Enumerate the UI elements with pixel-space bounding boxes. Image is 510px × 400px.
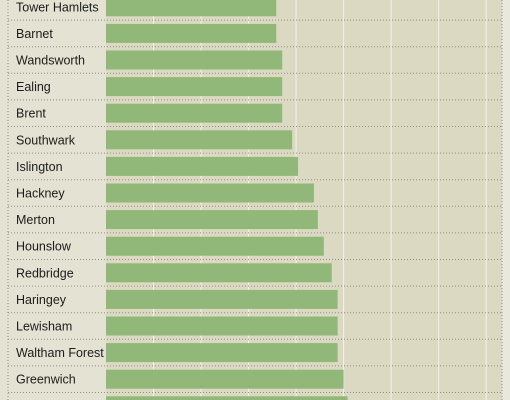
category-label: Ealing (16, 80, 51, 94)
row-separators (7, 0, 503, 400)
category-labels: Tower Hamlets Barnet Wandsworth Ealing Brent… (16, 0, 104, 386)
bar (106, 343, 338, 363)
category-label: Tower Hamlets (16, 0, 99, 14)
bar (106, 289, 338, 309)
category-label: Southwark (16, 133, 76, 147)
bar (106, 263, 332, 283)
category-label: Islington (16, 160, 63, 174)
bar (106, 77, 283, 97)
bar (106, 316, 338, 336)
bar (106, 130, 293, 150)
bar (106, 23, 277, 43)
category-label: Greenwich (16, 373, 76, 387)
category-label: Waltham Forest (16, 346, 104, 360)
category-label: Haringey (16, 293, 67, 307)
category-label: Wandsworth (16, 54, 85, 68)
bar (106, 183, 314, 203)
category-label: Merton (16, 213, 55, 227)
bar (106, 396, 348, 400)
category-label: Redbridge (16, 266, 74, 280)
category-label: Barnet (16, 27, 53, 41)
bar (106, 0, 277, 17)
bar (106, 103, 283, 123)
bar (106, 210, 318, 230)
bars (106, 0, 348, 400)
category-label: Hounslow (16, 240, 72, 254)
bar (106, 236, 324, 256)
category-label: Brent (16, 107, 46, 121)
category-label: Hackney (16, 187, 65, 201)
label-panel (0, 0, 106, 400)
category-label: Lewisham (16, 320, 72, 334)
bar (106, 369, 344, 389)
bar (106, 50, 283, 70)
bar (106, 156, 299, 176)
